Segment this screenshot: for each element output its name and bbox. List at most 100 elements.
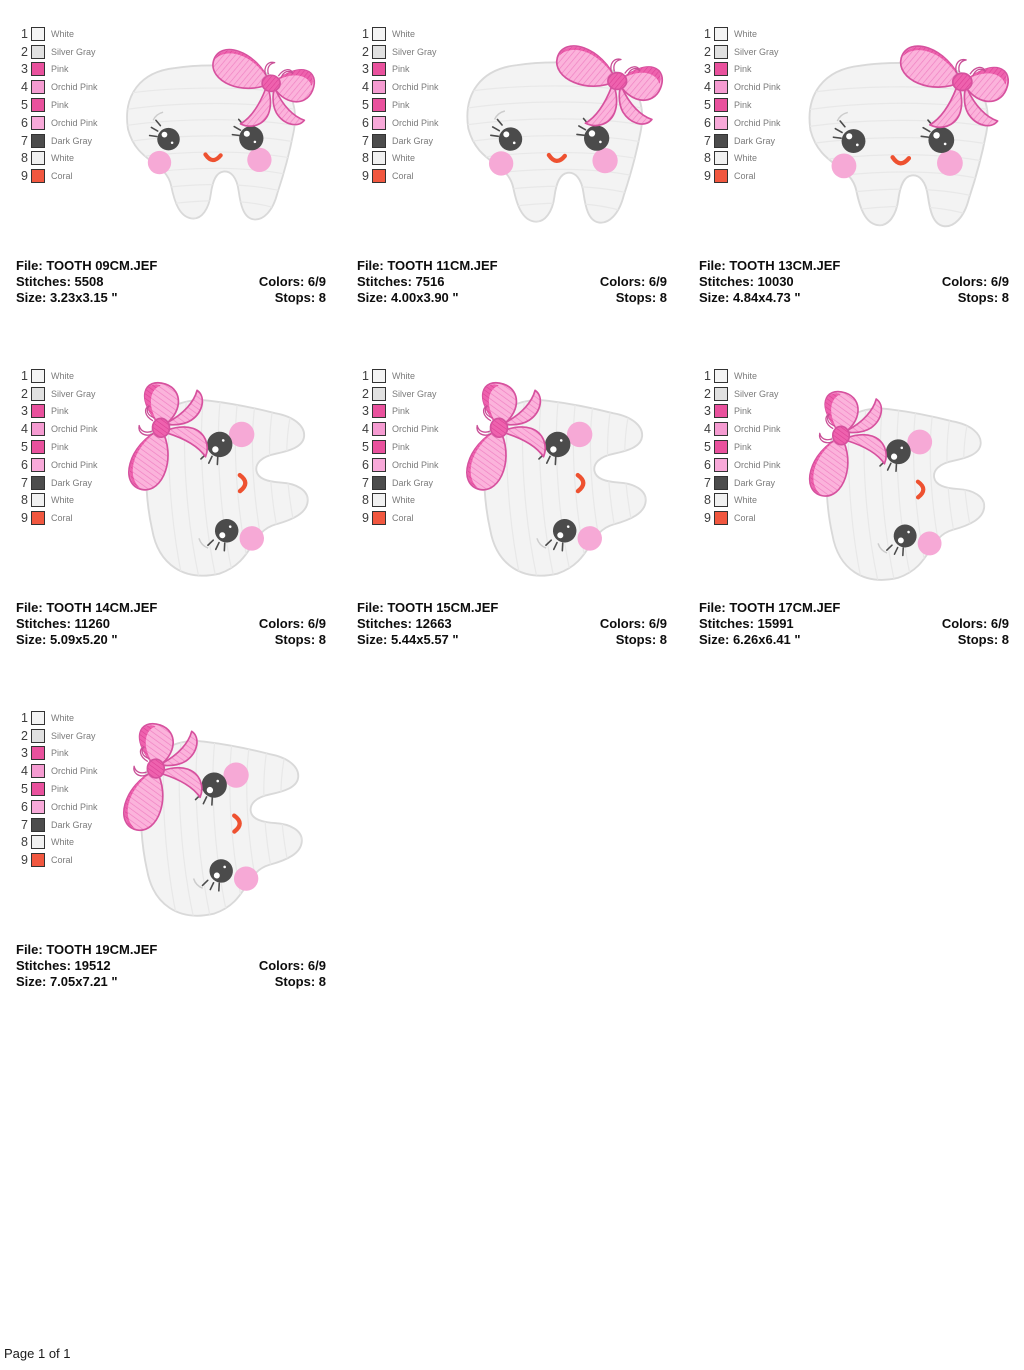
legend-label: White <box>392 153 416 164</box>
legend-label: Pink <box>51 748 69 759</box>
size-stops-row: Size: 3.23x3.15 " Stops: 8 <box>16 290 326 306</box>
legend-item: 2 Silver Gray <box>13 385 98 403</box>
color-swatch <box>31 764 45 779</box>
legend-item: 6 Orchid Pink <box>696 456 781 474</box>
file-row: File: TOOTH 14CM.JEF <box>16 600 326 616</box>
color-swatch <box>31 368 45 383</box>
legend-number: 3 <box>21 404 28 419</box>
legend-item: 3 Pink <box>13 745 98 763</box>
color-swatch <box>31 511 45 526</box>
file-row: File: TOOTH 19CM.JEF <box>16 942 326 958</box>
color-swatch <box>31 62 45 77</box>
legend-item: 7 Dark Gray <box>13 474 98 492</box>
legend-number: 8 <box>362 493 369 508</box>
legend-item: 9 Coral <box>13 167 98 185</box>
tooth-design-thumbnail <box>802 382 1004 589</box>
legend-item: 2 Silver Gray <box>13 727 98 745</box>
tooth-design-thumbnail <box>116 714 322 925</box>
legend-number: 7 <box>21 475 28 490</box>
legend-label: Silver Gray <box>392 388 437 399</box>
color-legend: 1 White 2 Silver Gray 3 Pink 4 Orchid Pink 5 Pink… <box>696 367 781 527</box>
legend-number: 3 <box>704 62 711 77</box>
legend-number: 4 <box>362 422 369 437</box>
legend-label: Dark Gray <box>51 135 93 146</box>
legend-item: 9 Coral <box>696 509 781 527</box>
legend-item: 3 Pink <box>696 61 781 79</box>
legend-label: Silver Gray <box>734 46 779 57</box>
color-legend: 1 White 2 Silver Gray 3 Pink 4 Orchid Pink 5 Pink… <box>696 25 781 185</box>
legend-number: 2 <box>362 386 369 401</box>
stitches-colors-row: Stitches: 12663 Colors: 6/9 <box>357 616 667 632</box>
legend-number: 5 <box>21 98 28 113</box>
legend-label: White <box>51 712 75 723</box>
legend-label: Silver Gray <box>51 730 96 741</box>
color-swatch <box>714 80 728 95</box>
legend-number: 7 <box>704 475 711 490</box>
legend-label: Pink <box>392 406 410 417</box>
color-swatch <box>714 62 728 77</box>
size-stops-row: Size: 7.05x7.21 " Stops: 8 <box>16 974 326 990</box>
color-swatch <box>372 44 386 59</box>
color-swatch <box>372 80 386 95</box>
legend-item: 7 Dark Gray <box>13 132 98 150</box>
file-row: File: TOOTH 13CM.JEF <box>699 258 1009 274</box>
legend-number: 6 <box>362 457 369 472</box>
design-size: Size: 6.26x6.41 " <box>699 632 801 647</box>
legend-number: 3 <box>704 404 711 419</box>
legend-label: White <box>734 370 758 381</box>
color-swatch <box>31 386 45 401</box>
legend-label: Orchid Pink <box>51 459 98 470</box>
color-swatch <box>31 728 45 743</box>
stitches-colors-row: Stitches: 5508 Colors: 6/9 <box>16 274 326 290</box>
stitches-colors-row: Stitches: 7516 Colors: 6/9 <box>357 274 667 290</box>
legend-label: Orchid Pink <box>51 424 98 435</box>
tooth-design-thumbnail <box>459 373 666 585</box>
legend-label: Pink <box>51 406 69 417</box>
legend-number: 9 <box>362 169 369 184</box>
legend-label: Dark Gray <box>734 135 776 146</box>
legend-number: 6 <box>704 457 711 472</box>
legend-label: Orchid Pink <box>734 459 781 470</box>
legend-number: 6 <box>21 457 28 472</box>
legend-number: 7 <box>21 133 28 148</box>
color-swatch <box>372 368 386 383</box>
stop-count: Stops: 8 <box>615 632 667 647</box>
color-legend: 1 White 2 Silver Gray 3 Pink 4 Orchid Pink 5 Pink… <box>13 367 98 527</box>
color-swatch <box>31 115 45 130</box>
legend-number: 8 <box>704 493 711 508</box>
legend-number: 8 <box>21 151 28 166</box>
file-name: File: TOOTH 15CM.JEF <box>357 600 499 615</box>
legend-label: Coral <box>392 513 414 524</box>
color-swatch <box>31 782 45 797</box>
color-legend: 1 White 2 Silver Gray 3 Pink 4 Orchid Pink 5 Pink… <box>354 367 439 527</box>
color-legend: 1 White 2 Silver Gray 3 Pink 4 Orchid Pink 5 Pink… <box>354 25 439 185</box>
color-swatch <box>714 475 728 490</box>
stop-count: Stops: 8 <box>274 974 326 989</box>
legend-number: 7 <box>704 133 711 148</box>
stitch-count: Stitches: 10030 <box>699 274 794 289</box>
legend-item: 6 Orchid Pink <box>354 114 439 132</box>
legend-number: 4 <box>362 80 369 95</box>
color-swatch <box>372 115 386 130</box>
legend-item: 4 Orchid Pink <box>696 78 781 96</box>
color-swatch <box>31 817 45 832</box>
legend-label: White <box>51 370 75 381</box>
size-stops-row: Size: 4.00x3.90 " Stops: 8 <box>357 290 667 306</box>
legend-item: 7 Dark Gray <box>13 816 98 834</box>
color-swatch <box>372 493 386 508</box>
legend-number: 5 <box>704 440 711 455</box>
legend-number: 9 <box>21 169 28 184</box>
legend-label: Dark Gray <box>51 477 93 488</box>
color-swatch <box>372 151 386 166</box>
file-row: File: TOOTH 11CM.JEF <box>357 258 667 274</box>
color-count: Colors: 6/9 <box>599 616 667 631</box>
legend-label: Coral <box>51 513 73 524</box>
legend-item: 1 White <box>696 367 781 385</box>
design-cell: 1 White 2 Silver Gray 3 Pink 4 Orchid Pink 5 Pink… <box>683 342 1024 684</box>
legend-label: Pink <box>51 442 69 453</box>
stitch-count: Stitches: 7516 <box>357 274 445 289</box>
color-swatch <box>31 835 45 850</box>
legend-item: 4 Orchid Pink <box>354 78 439 96</box>
tooth-with-bow-graphic <box>450 368 676 589</box>
legend-number: 1 <box>362 368 369 383</box>
